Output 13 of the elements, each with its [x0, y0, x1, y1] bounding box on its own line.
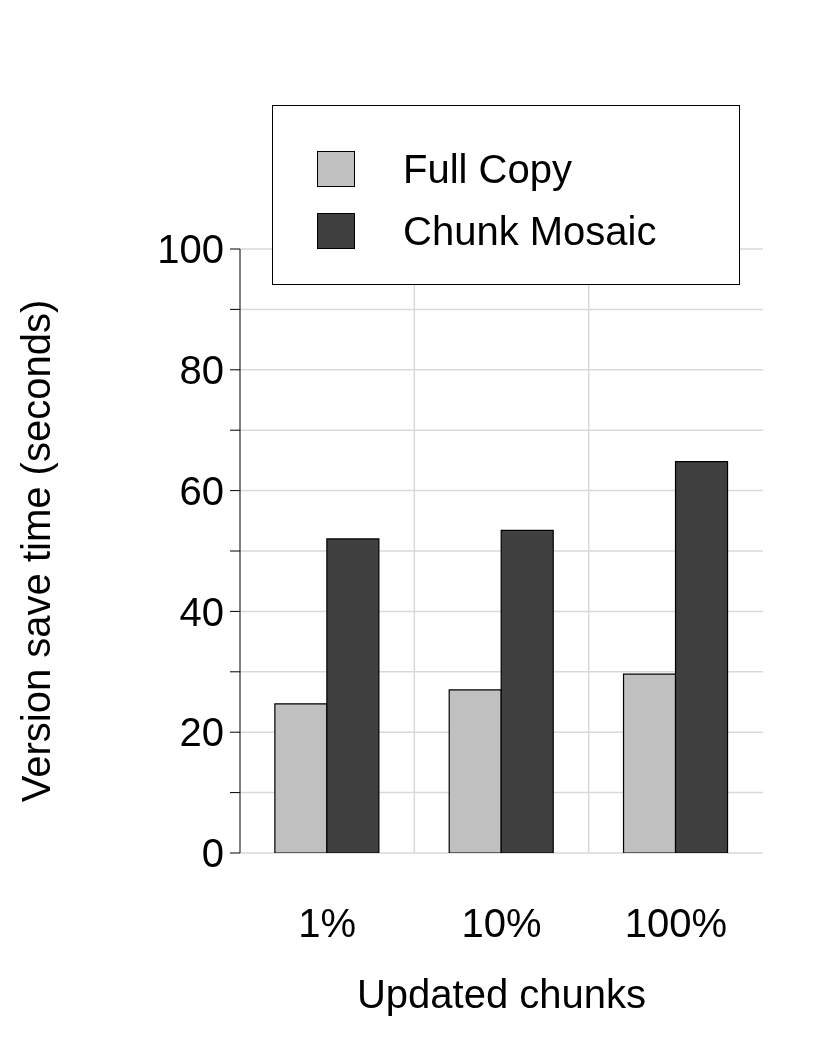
- x-axis-title: Updated chunks: [356, 972, 647, 1016]
- y-tick-label: 100: [157, 227, 224, 272]
- y-tick-label: 40: [179, 589, 224, 634]
- legend-label: Chunk Mosaic: [403, 208, 657, 254]
- x-tick-label: 100%: [624, 901, 727, 946]
- x-tick-label: 10%: [461, 901, 542, 946]
- x-tick-label: 1%: [298, 901, 357, 946]
- y-tick-label: 20: [179, 710, 224, 755]
- y-tick-label: 60: [179, 468, 224, 513]
- y-tick-label: 80: [179, 348, 224, 392]
- y-axis-title: Version save time (seconds): [14, 299, 59, 803]
- y-tick-label: 0: [201, 831, 224, 876]
- legend-label: Full Copy: [403, 146, 572, 192]
